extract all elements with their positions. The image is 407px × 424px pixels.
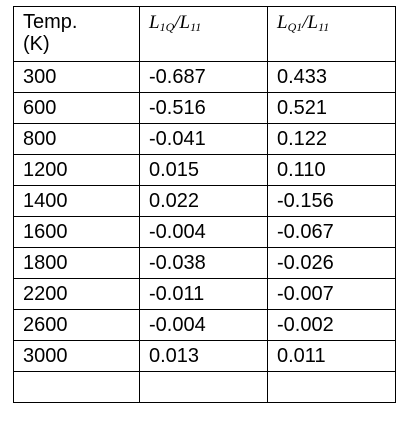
cell-l1q-ratio: -0.011 (139, 278, 268, 310)
cell-lq1-ratio (267, 371, 396, 403)
cell-l1q-ratio: -0.038 (139, 247, 268, 279)
table-row: 1400 0.022 -0.156 (13, 185, 396, 217)
ratio-denominator-subscript: 11 (190, 20, 202, 34)
table-row: 3000 0.013 0.011 (13, 340, 396, 372)
ratio-denominator: L (179, 12, 191, 33)
cell-temperature: 2600 (13, 309, 140, 341)
cell-l1q-ratio: 0.013 (139, 340, 268, 372)
table-row: 300 -0.687 0.433 (13, 61, 396, 93)
table-row: 2200 -0.011 -0.007 (13, 278, 396, 310)
header-lq1-ratio: LQ1/L11 (267, 6, 396, 62)
cell-l1q-ratio: -0.516 (139, 92, 268, 124)
table-row: 2600 -0.004 -0.002 (13, 309, 396, 341)
ratio-numerator: L (149, 12, 160, 33)
header-l1q-ratio: L1Q/L11 (139, 6, 268, 62)
cell-l1q-ratio: -0.004 (139, 216, 268, 248)
header-temperature-label: Temp. (23, 11, 78, 33)
cell-lq1-ratio: -0.156 (267, 185, 396, 217)
cell-lq1-ratio: 0.521 (267, 92, 396, 124)
cell-temperature: 1200 (13, 154, 140, 186)
cell-lq1-ratio: 0.011 (267, 340, 396, 372)
cell-lq1-ratio: -0.002 (267, 309, 396, 341)
cell-lq1-ratio: -0.067 (267, 216, 396, 248)
table-row (13, 371, 396, 403)
table-row: 1800 -0.038 -0.026 (13, 247, 396, 279)
header-temperature-unit: (K) (23, 33, 50, 55)
cell-l1q-ratio: 0.015 (139, 154, 268, 186)
cell-lq1-ratio: -0.026 (267, 247, 396, 279)
cell-temperature: 300 (13, 61, 140, 93)
l1q-ratio-label: L1Q/L11 (149, 12, 202, 34)
cell-l1q-ratio: -0.004 (139, 309, 268, 341)
lq1-ratio-label: LQ1/L11 (277, 12, 330, 34)
ratio-numerator-subscript: Q1 (287, 20, 303, 34)
cell-temperature: 2200 (13, 278, 140, 310)
table-row: 1600 -0.004 -0.067 (13, 216, 396, 248)
cell-lq1-ratio: 0.433 (267, 61, 396, 93)
cell-l1q-ratio (139, 371, 268, 403)
ratio-denominator-subscript: 11 (318, 20, 330, 34)
cell-l1q-ratio: -0.041 (139, 123, 268, 155)
cell-lq1-ratio: 0.110 (267, 154, 396, 186)
header-temperature: Temp. (K) (13, 6, 140, 62)
ratio-denominator: L (307, 12, 319, 33)
cell-lq1-ratio: 0.122 (267, 123, 396, 155)
cell-temperature: 1800 (13, 247, 140, 279)
ratio-numerator: L (277, 12, 288, 33)
table-row: 600 -0.516 0.521 (13, 92, 396, 124)
cell-temperature: 3000 (13, 340, 140, 372)
cell-l1q-ratio: -0.687 (139, 61, 268, 93)
table-row: 1200 0.015 0.110 (13, 154, 396, 186)
cell-temperature: 800 (13, 123, 140, 155)
cell-temperature: 1400 (13, 185, 140, 217)
cell-l1q-ratio: 0.022 (139, 185, 268, 217)
cell-lq1-ratio: -0.007 (267, 278, 396, 310)
cell-temperature: 1600 (13, 216, 140, 248)
cell-temperature (13, 371, 140, 403)
table-row: 800 -0.041 0.122 (13, 123, 396, 155)
ratio-numerator-subscript: 1Q (159, 20, 175, 34)
data-table: Temp. (K) L1Q/L11 LQ1/L11 300 -0.687 0.433… (13, 6, 396, 403)
table-body: Temp. (K) L1Q/L11 LQ1/L11 300 -0.687 0.433… (13, 6, 396, 403)
cell-temperature: 600 (13, 92, 140, 124)
header-row: Temp. (K) L1Q/L11 LQ1/L11 (13, 6, 396, 62)
